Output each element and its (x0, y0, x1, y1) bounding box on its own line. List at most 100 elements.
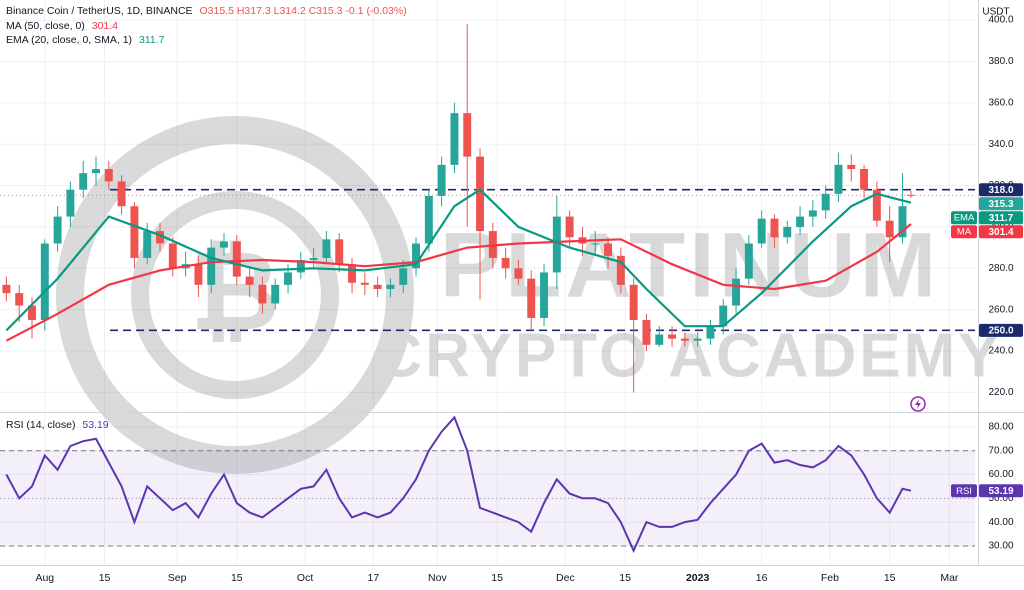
candle-body (821, 193, 830, 211)
indicator-tag (951, 211, 977, 225)
y-tick-label: 220.0 (988, 387, 1013, 398)
rsi-legend-value: 53.19 (82, 419, 109, 431)
candle-body (501, 257, 510, 269)
candle-body (847, 164, 856, 170)
candle-body (591, 243, 600, 245)
rsi-line (5, 415, 912, 554)
y-tick-label: 40.00 (988, 517, 1013, 528)
candle-body (437, 164, 446, 196)
candle-body (629, 284, 638, 321)
symbol-title: Binance Coin / TetherUS, 1D, BINANCE (6, 5, 193, 17)
price-tag (979, 183, 1023, 197)
candle-body (885, 220, 894, 238)
candle-body (348, 264, 356, 283)
candle-body (693, 338, 702, 341)
candle-body (53, 216, 62, 244)
candle-body (117, 181, 126, 207)
x-tick-label: Sep (168, 572, 187, 584)
x-tick-label: 17 (368, 572, 380, 584)
y-tick-label: 70.00 (988, 445, 1013, 456)
candle-body (335, 239, 344, 265)
candle-body (616, 255, 625, 285)
indicator-tag-label: MA (957, 227, 972, 238)
candle-body (757, 218, 766, 244)
candle-body (770, 218, 779, 238)
x-tick-label: 15 (884, 572, 896, 584)
price-tag-label: 250.0 (988, 325, 1013, 336)
candle-body (360, 282, 369, 285)
candle-body (732, 278, 741, 306)
watermark-title: PLATINUM (440, 214, 940, 316)
price-tag-label: 301.4 (988, 227, 1013, 238)
x-tick-label: Mar (940, 572, 959, 584)
candle-body (143, 231, 152, 258)
x-tick-label: Feb (821, 572, 839, 584)
candle-body (412, 243, 420, 269)
ema-legend-value: 311.7 (138, 34, 165, 46)
candle-body (642, 320, 651, 345)
candle-body (783, 226, 792, 238)
candle-body (860, 169, 869, 190)
candle-body (872, 189, 881, 221)
alert-icon-circle (910, 396, 926, 412)
watermark-subtitle: CRYPTO ACADEMY (377, 321, 1002, 390)
candle-body (66, 189, 75, 217)
candle-body (28, 305, 36, 321)
candle-body (168, 243, 177, 269)
candle-body (907, 194, 915, 196)
candle-body (245, 276, 254, 285)
y-tick-label: 60.00 (988, 469, 1013, 480)
y-tick-label: 380.0 (988, 56, 1013, 67)
candle-body (258, 284, 267, 304)
price-tag (979, 225, 1023, 239)
candle-body (719, 305, 728, 327)
ema-legend: EMA (20, close, 0, SMA, 1) 311.7 (6, 34, 168, 46)
y-tick-label: 340.0 (988, 139, 1013, 150)
candle-body (424, 195, 433, 244)
x-tick-label: 16 (756, 572, 768, 584)
candle-body (284, 272, 292, 285)
indicator-line (5, 223, 912, 342)
candle-body (706, 326, 715, 339)
x-tick-label: 15 (99, 572, 111, 584)
candle-body (2, 284, 11, 294)
y-axis-label: USDT (982, 7, 1009, 18)
price-tag-label: 318.0 (988, 185, 1013, 196)
candle-body (92, 169, 100, 174)
y-tick-label: 260.0 (988, 304, 1013, 315)
x-tick-label: 15 (619, 572, 631, 584)
candle-body (744, 243, 753, 279)
ma-legend: MA (50, close, 0) 301.4 (6, 20, 122, 32)
candle-body (271, 284, 280, 304)
y-tick-label: 80.00 (988, 422, 1013, 433)
candle-body (565, 216, 574, 238)
price-tag (979, 484, 1023, 498)
candle-body (79, 173, 88, 190)
x-tick-label: Dec (556, 572, 575, 584)
candle-body (796, 216, 805, 227)
y-tick-label: 240.0 (988, 346, 1013, 357)
candle-body (540, 272, 549, 318)
watermark-logo-ring (56, 116, 414, 474)
price-tag (979, 323, 1023, 337)
candle-body (130, 206, 139, 258)
candle-body (668, 334, 677, 339)
alert-icon-bolt (915, 399, 921, 409)
candle-body (680, 338, 689, 341)
indicator-tag (951, 225, 977, 239)
candle-body (232, 241, 241, 277)
candle-body (898, 206, 907, 238)
candle-body (194, 264, 203, 285)
rsi-legend-name: RSI (14, close) (6, 419, 76, 431)
rsi-legend: RSI (14, close) 53.19 (6, 419, 113, 431)
candle-body (40, 243, 49, 321)
candle-body (386, 284, 395, 289)
y-tick-label: 50.00 (988, 493, 1013, 504)
candle-body (220, 241, 228, 248)
price-tag-label: 311.7 (989, 213, 1014, 224)
price-tag-label: 315.3 (988, 199, 1013, 210)
indicator-tag-label: EMA (954, 213, 975, 224)
candle-body (834, 164, 843, 194)
x-tick-label: Aug (35, 572, 54, 584)
